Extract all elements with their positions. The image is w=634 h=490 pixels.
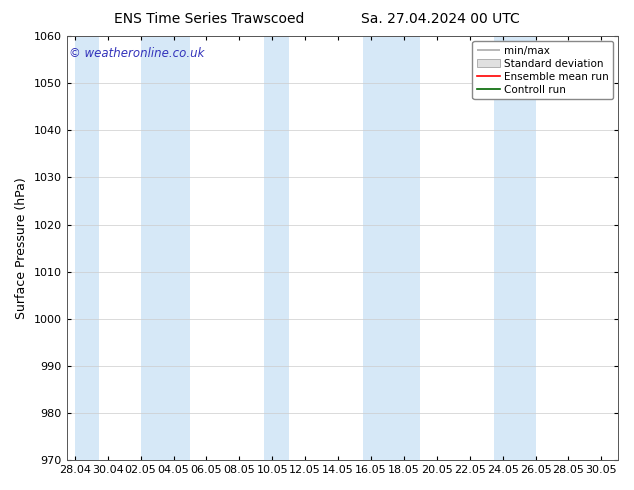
Y-axis label: Surface Pressure (hPa): Surface Pressure (hPa) (15, 177, 28, 319)
Text: Sa. 27.04.2024 00 UTC: Sa. 27.04.2024 00 UTC (361, 12, 520, 26)
Text: © weatheronline.co.uk: © weatheronline.co.uk (69, 47, 205, 60)
Bar (495, 36, 536, 460)
Bar (141, 36, 190, 460)
Text: ENS Time Series Trawscoed: ENS Time Series Trawscoed (114, 12, 304, 26)
Bar (363, 36, 420, 460)
Legend: min/max, Standard deviation, Ensemble mean run, Controll run: min/max, Standard deviation, Ensemble me… (472, 41, 612, 99)
Bar (75, 36, 100, 460)
Bar (264, 36, 288, 460)
